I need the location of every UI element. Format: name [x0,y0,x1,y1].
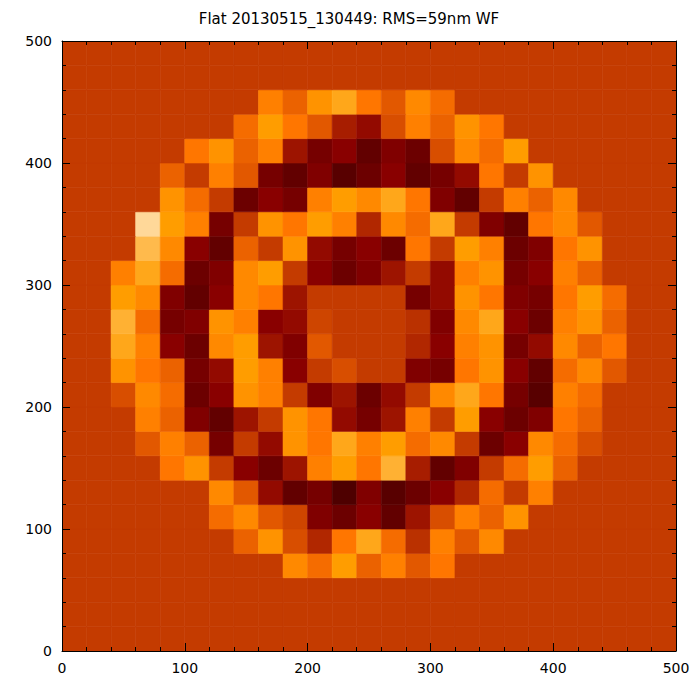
svg-text:500: 500 [25,33,52,49]
svg-text:300: 300 [25,277,52,293]
svg-text:300: 300 [417,660,444,676]
svg-text:400: 400 [25,155,52,171]
svg-text:100: 100 [25,521,52,537]
svg-text:500: 500 [663,660,690,676]
svg-text:Flat 20130515_130449: RMS=59nm: Flat 20130515_130449: RMS=59nm WF [199,10,499,29]
svg-text:400: 400 [540,660,567,676]
svg-text:0: 0 [58,660,67,676]
svg-text:100: 100 [171,660,198,676]
svg-text:0: 0 [43,643,52,659]
svg-text:200: 200 [294,660,321,676]
svg-text:200: 200 [25,399,52,415]
